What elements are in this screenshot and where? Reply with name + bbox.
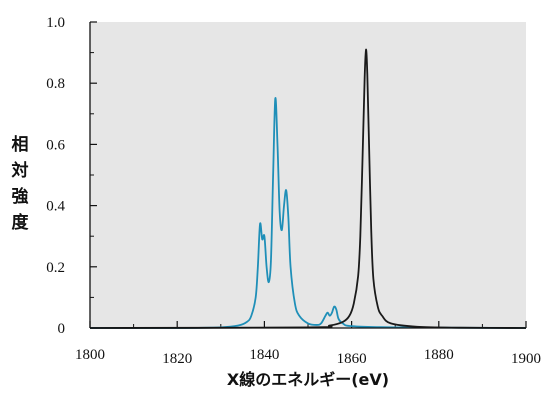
x-axis-label: X線のエネルギー(eV) <box>227 370 389 389</box>
x-tick-label: 1840 <box>249 347 279 363</box>
y-axis-label-char: 対 <box>11 160 29 181</box>
y-axis-label-char: 度 <box>12 212 30 233</box>
axis-tick-labels: 1800 1820 1840 1860 1880 1900 0 0.2 0.4 0.6 0.8 1.0 <box>46 15 541 367</box>
y-tick-label: 0.8 <box>46 76 65 92</box>
x-tick-label: 1880 <box>424 347 454 363</box>
x-tick-label: 1860 <box>337 351 367 367</box>
y-tick-label: 0 <box>58 321 66 337</box>
y-tick-label: 0.6 <box>46 137 65 153</box>
series-group <box>89 48 527 329</box>
y-axis-label: 相 対 強 度 <box>11 134 30 233</box>
x-tick-label: 1820 <box>162 351 192 367</box>
y-tick-label: 1.0 <box>46 15 65 31</box>
x-tick-label: 1800 <box>75 347 105 363</box>
y-tick-label: 0.2 <box>46 260 65 276</box>
y-axis-label-char: 相 <box>12 134 29 155</box>
x-tick-label: 1900 <box>511 351 541 367</box>
y-tick-label: 0.4 <box>46 199 65 215</box>
series-line-1 <box>90 97 527 329</box>
plot-background <box>90 22 526 328</box>
y-axis-label-char: 強 <box>12 186 29 207</box>
series-line-2 <box>89 48 527 329</box>
